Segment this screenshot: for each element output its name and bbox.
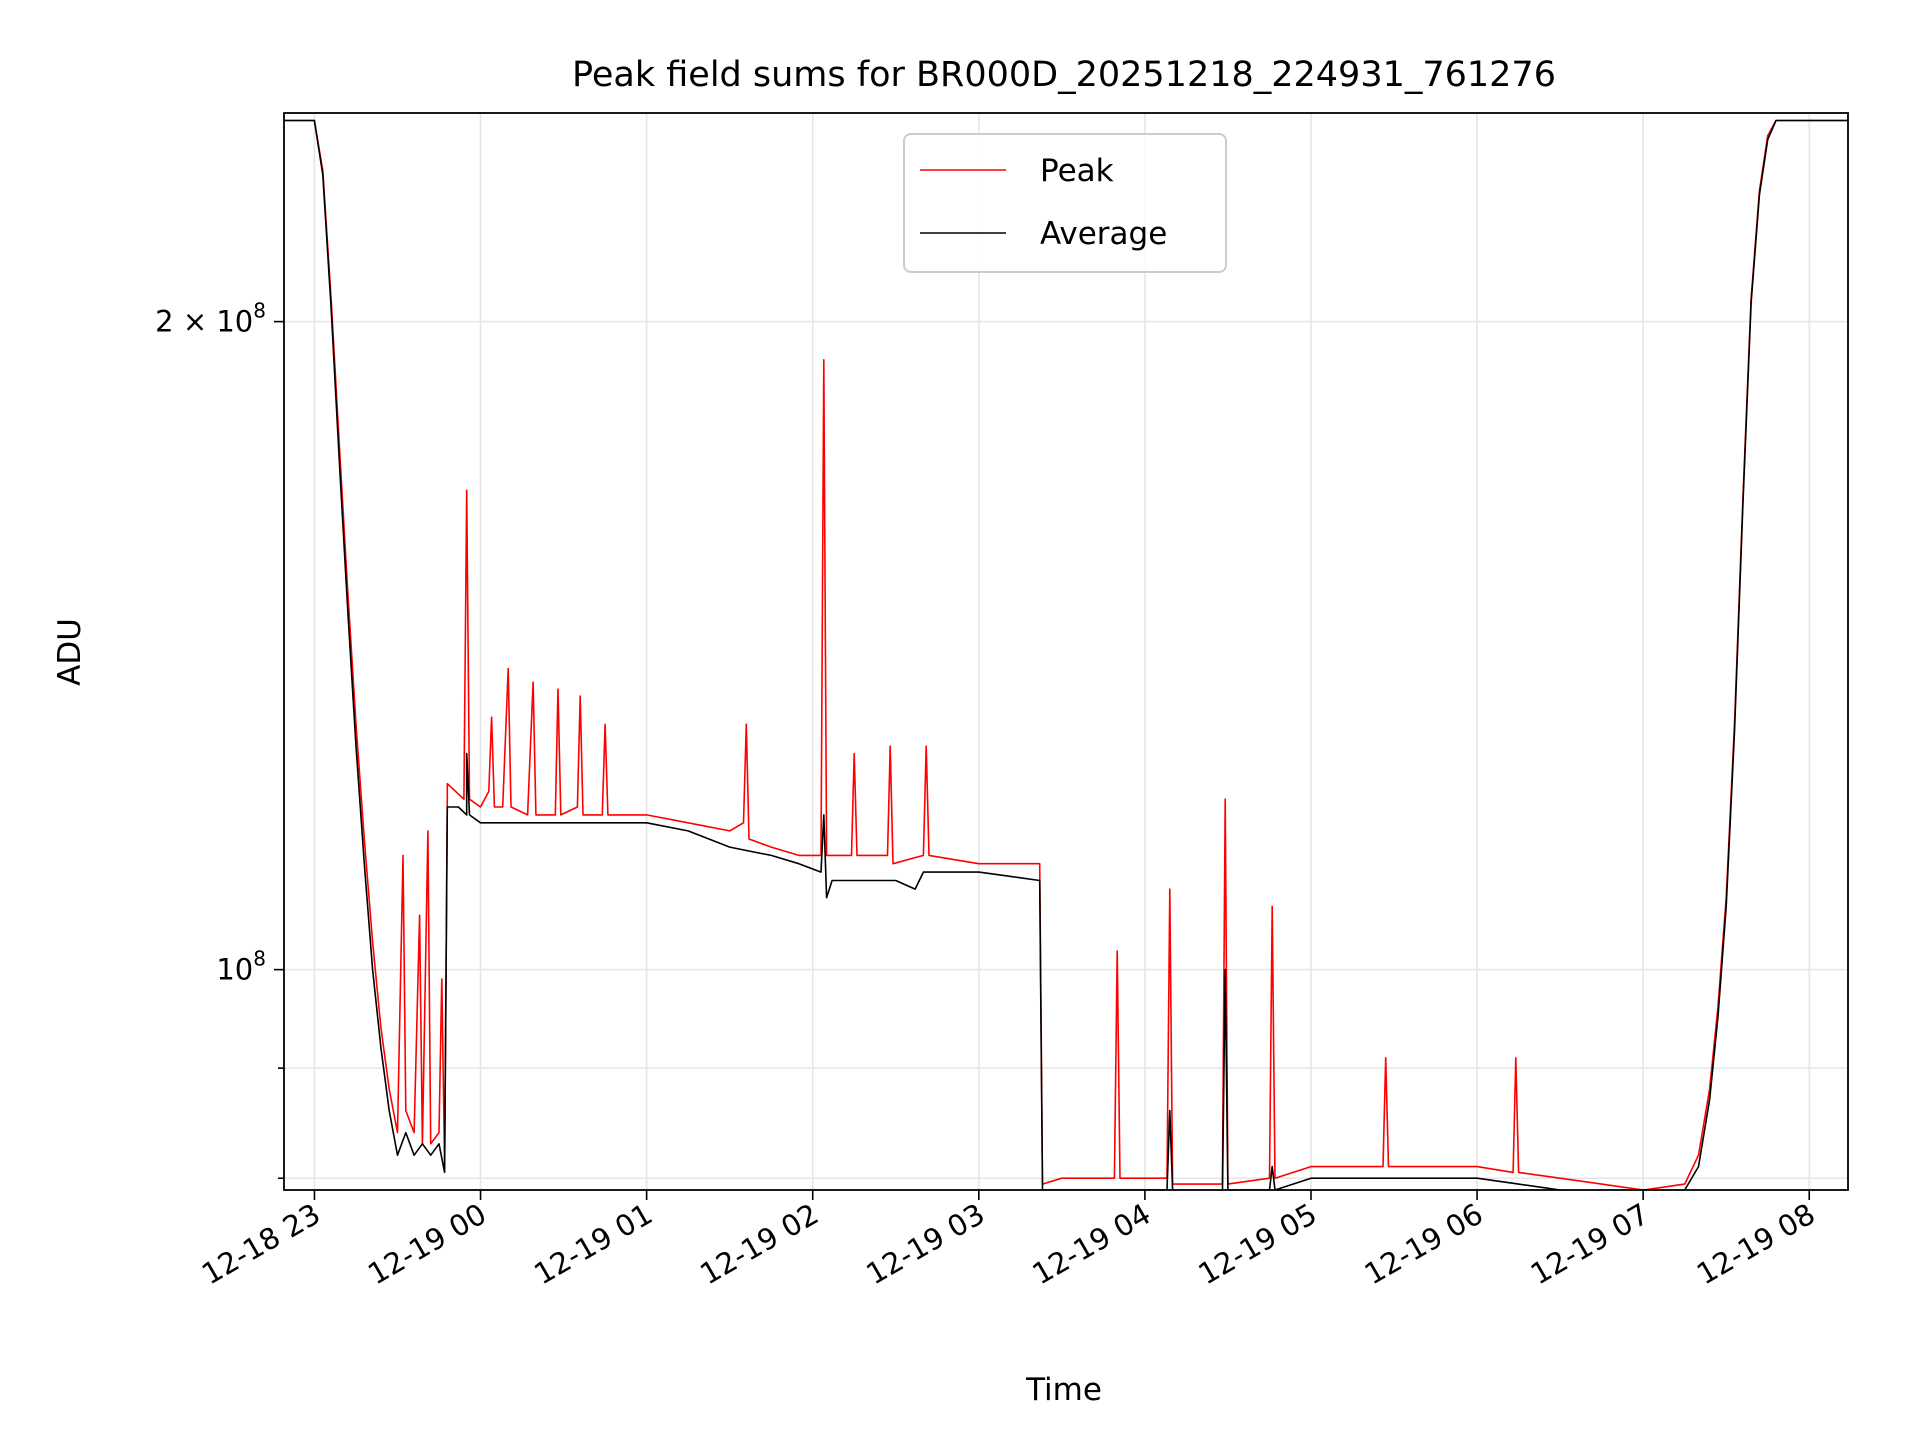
legend-label-average: Average (1040, 216, 1167, 252)
chart-title: Peak field sums for BR000D_20251218_2249… (572, 55, 1556, 95)
series-layer (284, 119, 1848, 1190)
series-line-average (284, 119, 1848, 1190)
y-tick-label-1: 2 × 108 (155, 299, 266, 339)
grid-layer (284, 113, 1848, 1190)
series-line-peak (284, 119, 1848, 1190)
legend-label-peak: Peak (1040, 153, 1114, 189)
plot-frame (283, 112, 1849, 1191)
y-tick-label-0: 108 (216, 947, 266, 987)
legend-box (903, 133, 1227, 273)
y-axis-label: ADU (52, 618, 88, 686)
x-axis-label: Time (1025, 1372, 1102, 1408)
legend: Peak Average (903, 133, 1227, 273)
